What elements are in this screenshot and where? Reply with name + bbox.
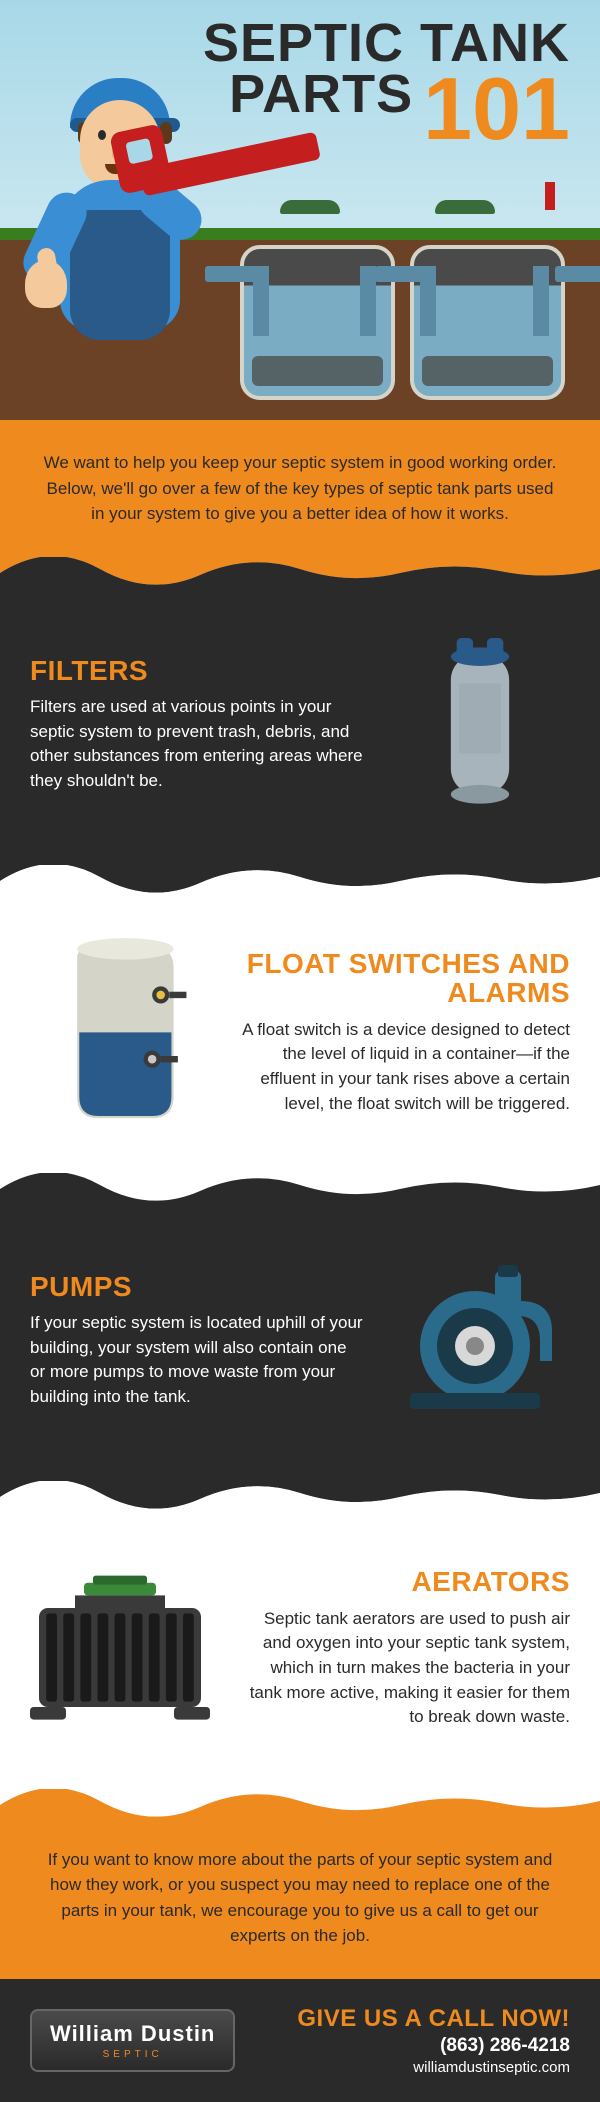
section-pumps: PUMPS If your septic system is located up… (0, 1201, 600, 1481)
aerators-icon (30, 1549, 210, 1749)
float-icon (30, 933, 210, 1133)
section-float: FLOAT SWITCHES AND ALARMS A float switch … (0, 893, 600, 1173)
section-filters: FILTERS Filters are used at various point… (0, 585, 600, 865)
filters-icon (390, 625, 570, 825)
logo: William Dustin SEPTIC (30, 2009, 277, 2072)
outro-band: If you want to know more about the parts… (0, 1817, 600, 1979)
page-title: SEPTIC TANK PARTS 101 (203, 18, 570, 148)
thumbs-up-icon (25, 260, 67, 308)
overalls-icon (70, 210, 170, 340)
section-body: If your septic system is located uphill … (30, 1311, 365, 1410)
septic-diagram (235, 210, 585, 400)
section-heading: FILTERS (30, 656, 365, 685)
plumber-illustration (20, 60, 220, 380)
intro-text: We want to help you keep your septic sys… (40, 450, 560, 527)
website-text: williamdustinseptic.com (297, 2059, 570, 2076)
section-body: Filters are used at various points in yo… (30, 695, 365, 794)
hero-section: SEPTIC TANK PARTS 101 (0, 0, 600, 420)
logo-sub-text: SEPTIC (50, 2049, 215, 2060)
outro-text: If you want to know more about the parts… (40, 1847, 560, 1949)
section-heading: FLOAT SWITCHES AND ALARMS (235, 949, 570, 1008)
section-body: Septic tank aerators are used to push ai… (235, 1607, 570, 1730)
logo-main-text: William Dustin (50, 2021, 215, 2046)
title-number: 101 (423, 69, 570, 148)
section-body: A float switch is a device designed to d… (235, 1018, 570, 1117)
section-heading: PUMPS (30, 1272, 365, 1301)
cta-text: GIVE US A CALL NOW! (297, 2005, 570, 2033)
section-heading: AERATORS (235, 1567, 570, 1596)
pumps-icon (390, 1241, 570, 1441)
title-line2: PARTS (229, 69, 413, 120)
intro-band: We want to help you keep your septic sys… (0, 420, 600, 557)
footer: William Dustin SEPTIC GIVE US A CALL NOW… (0, 1979, 600, 2102)
section-aerators: AERATORS Septic tank aerators are used to… (0, 1509, 600, 1789)
phone-text: (863) 286-4218 (297, 2035, 570, 2057)
contact-block: GIVE US A CALL NOW! (863) 286-4218 willi… (297, 2005, 570, 2076)
